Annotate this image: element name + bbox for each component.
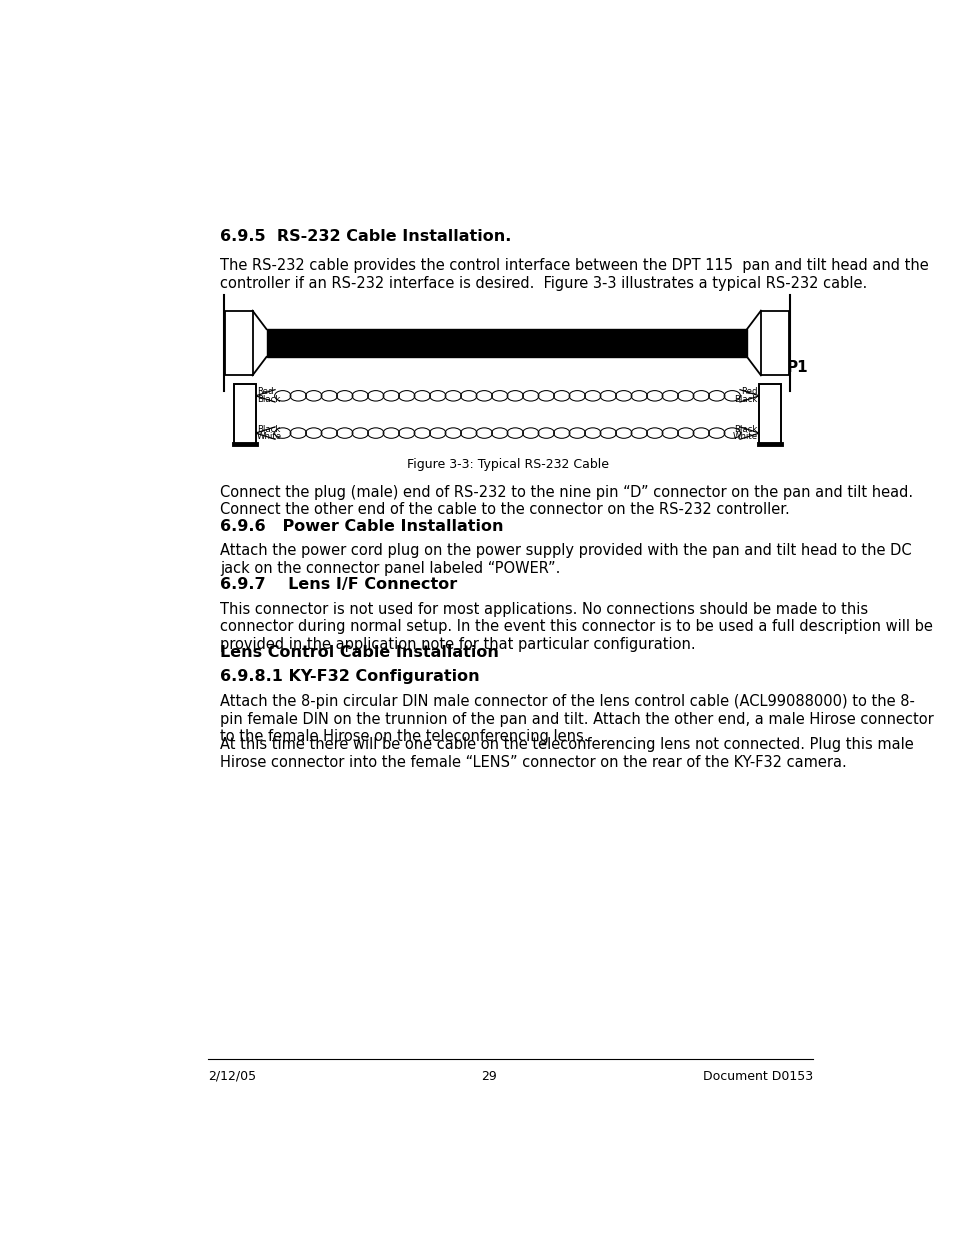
Text: White: White [732,432,757,441]
Bar [233,384,255,443]
Text: 2: 2 [768,390,776,401]
Bar [224,311,253,375]
Text: 2/12/05: 2/12/05 [208,1070,256,1083]
Text: Figure 3-3: Typical RS-232 Cable: Figure 3-3: Typical RS-232 Cable [406,458,608,471]
Bar [266,330,746,357]
Text: Black: Black [257,425,280,433]
Text: Red: Red [740,388,757,396]
Text: Attach the 8-pin circular DIN male connector of the lens control cable (ACL99088: Attach the 8-pin circular DIN male conne… [220,694,933,743]
Text: 3: 3 [238,390,246,401]
Text: White: White [257,432,282,441]
Text: 6.9.8.1 KY-F32 Configuration: 6.9.8.1 KY-F32 Configuration [220,669,479,684]
Text: Lens Control Cable Installation: Lens Control Cable Installation [220,645,498,659]
Bar [760,311,788,375]
Text: Black: Black [257,395,280,404]
Text: 3: 3 [768,429,776,438]
Text: 5: 5 [238,409,246,419]
Text: P1: P1 [785,359,807,374]
Text: 29: 29 [480,1070,497,1083]
Text: The RS-232 cable provides the control interface between the DPT 115  pan and til: The RS-232 cable provides the control in… [220,258,928,290]
Text: Red: Red [257,388,274,396]
Text: P2: P2 [221,359,243,374]
Text: Attach the power cord plug on the power supply provided with the pan and tilt he: Attach the power cord plug on the power … [220,543,911,576]
Text: Black: Black [734,395,757,404]
Text: This connector is not used for most applications. No connections should be made : This connector is not used for most appl… [220,601,932,652]
Text: 6.9.5  RS-232 Cable Installation.: 6.9.5 RS-232 Cable Installation. [220,228,511,245]
Text: Black: Black [734,425,757,433]
Text: At this time there will be one cable on the teleconferencing lens not connected.: At this time there will be one cable on … [220,737,913,769]
Text: 2: 2 [238,429,246,438]
Bar [759,384,781,443]
Text: Document D0153: Document D0153 [702,1070,812,1083]
Text: Connect the plug (male) end of RS-232 to the nine pin “D” connector on the pan a: Connect the plug (male) end of RS-232 to… [220,484,912,517]
Text: 6.9.7    Lens I/F Connector: 6.9.7 Lens I/F Connector [220,577,456,592]
Text: 6.9.6   Power Cable Installation: 6.9.6 Power Cable Installation [220,519,503,534]
Text: 5: 5 [768,409,776,419]
